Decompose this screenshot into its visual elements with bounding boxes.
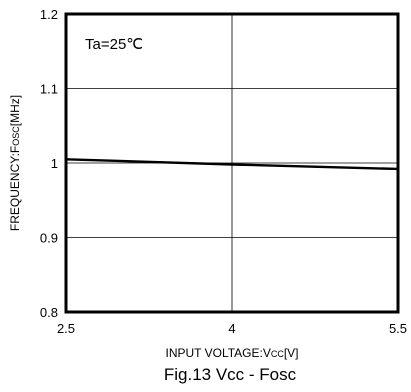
x-tick-label: 2.5 bbox=[57, 321, 75, 336]
y-tick-label: 1.1 bbox=[40, 82, 58, 97]
series-group bbox=[65, 158, 399, 171]
y-tick-label: 0.9 bbox=[40, 231, 58, 246]
figure-caption: Fig.13 Vcc - Fosc bbox=[164, 365, 297, 384]
y-axis-label-sub: OSC bbox=[11, 126, 21, 146]
x-tick-label: 4 bbox=[228, 321, 235, 336]
y-tick-label: 0.8 bbox=[40, 305, 58, 320]
grid bbox=[66, 14, 398, 312]
y-tick-label: 1 bbox=[51, 156, 58, 171]
x-tick-labels: 2.5 4 5.5 bbox=[57, 321, 407, 336]
temperature-annotation: Ta=25℃ bbox=[85, 36, 143, 53]
y-tick-label: 1.2 bbox=[40, 7, 58, 22]
x-axis-label-main: INPUT VOLTAGE:V bbox=[165, 346, 270, 360]
plot-frame bbox=[64, 12, 400, 314]
y-axis-label-main: FREQUENCY:F bbox=[8, 146, 22, 231]
x-axis-label: INPUT VOLTAGE:VCC[V] bbox=[165, 346, 298, 360]
y-axis-label: FREQUENCY:FOSC[MHz] bbox=[8, 95, 22, 231]
y-axis-label-unit: [MHz] bbox=[8, 95, 22, 126]
y-tick-labels: 0.8 0.9 1 1.1 1.2 bbox=[40, 7, 58, 320]
series-line bbox=[65, 158, 399, 171]
x-tick-label: 5.5 bbox=[389, 321, 407, 336]
x-axis-label-sub: CC bbox=[271, 349, 284, 359]
x-axis-label-unit: [V] bbox=[284, 346, 299, 360]
